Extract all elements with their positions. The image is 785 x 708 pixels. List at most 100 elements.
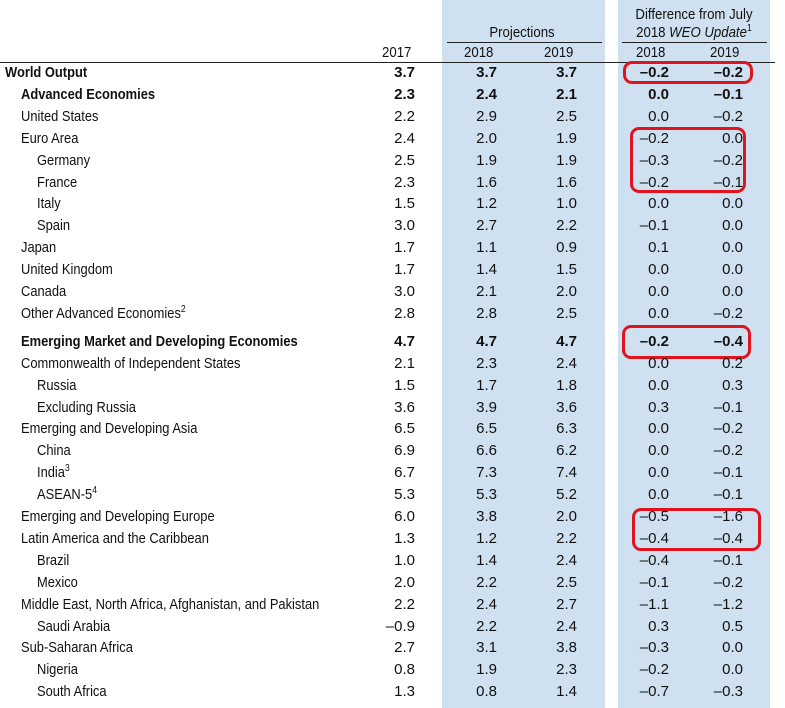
cell-value: –0.2 [713, 420, 743, 438]
row-label-text: Canada [21, 283, 67, 300]
cell-value: 1.2 [476, 195, 497, 213]
update-title: WEO Update [669, 24, 747, 41]
cell-value: 1.7 [476, 376, 497, 394]
cell-value: 0.0 [722, 639, 743, 657]
row-label-text: Mexico [37, 573, 78, 591]
cell-value: 0.0 [648, 304, 669, 322]
cell-value: –0.4 [713, 332, 743, 350]
row-label-text: World Output [5, 64, 88, 81]
cell-value: 2.8 [476, 304, 497, 322]
cell-value: 3.0 [394, 283, 415, 300]
cell-value: –0.3 [639, 639, 669, 657]
cell-value: 0.0 [722, 129, 743, 147]
row-label: Commonwealth of Independent States [21, 354, 240, 374]
cell-value: 6.5 [394, 420, 415, 438]
row-label-text: Russia [37, 376, 77, 394]
row-label: Emerging Market and Developing Economies [21, 332, 298, 352]
cell-value: 2.0 [394, 573, 415, 591]
year-header: 2019 [710, 44, 740, 61]
row-label: Russia [37, 376, 76, 396]
row-label: Middle East, North Africa, Afghanistan, … [21, 595, 319, 615]
cell-value: 6.0 [394, 508, 415, 525]
row-label-text: Emerging and Developing Asia [21, 420, 198, 438]
row-label-text: Latin America and the Caribbean [21, 529, 209, 547]
cell-value: 0.0 [648, 85, 669, 103]
row-label-text: ASEAN-5 [37, 486, 93, 504]
cell-value: –0.2 [713, 107, 743, 125]
cell-value: 0.0 [722, 195, 743, 213]
cell-value: 2.5 [556, 107, 577, 125]
row-label: Emerging and Developing Europe [21, 507, 215, 527]
cell-value: 6.9 [394, 442, 415, 460]
row-label-text: Emerging and Developing Europe [21, 508, 215, 525]
cell-value: 3.8 [476, 508, 497, 525]
cell-value: 2.7 [556, 595, 577, 613]
footnote-marker: 4 [92, 485, 97, 497]
cell-value: 2.4 [556, 354, 577, 372]
update-note: 1 [746, 23, 752, 34]
row-label-text: United States [21, 107, 99, 125]
cell-value: 2.0 [476, 129, 497, 147]
cell-value: –0.4 [639, 529, 669, 547]
row-label: Brazil [37, 551, 69, 571]
cell-value: 2.0 [556, 508, 577, 525]
row-label: Other Advanced Economies2 [21, 304, 186, 324]
cell-value: 0.0 [722, 661, 743, 679]
row-label: Euro Area [21, 129, 78, 149]
cell-value: 1.0 [556, 195, 577, 213]
row-label: United States [21, 107, 98, 127]
cell-value: 1.4 [476, 551, 497, 569]
cell-value: 3.6 [394, 398, 415, 416]
footnote-marker: 3 [64, 463, 70, 475]
row-label: ASEAN-54 [37, 485, 97, 505]
cell-value: 1.0 [394, 551, 415, 569]
year-header: 2018 [464, 44, 494, 61]
row-label-text: Other Advanced Economies [21, 304, 181, 322]
row-label: Saudi Arabia [37, 617, 110, 637]
cell-value: 2.5 [556, 304, 577, 322]
highlight-box [622, 325, 751, 359]
cell-value: 0.2 [722, 354, 743, 372]
cell-value: 2.7 [476, 217, 497, 235]
cell-value: –0.2 [639, 129, 669, 147]
row-label-text: Brazil [37, 551, 70, 569]
cell-value: 2.4 [476, 85, 497, 103]
cell-value: –0.1 [713, 464, 743, 482]
cell-value: 0.0 [648, 283, 669, 300]
cell-value: 0.8 [394, 661, 415, 679]
cell-value: 0.0 [722, 217, 743, 235]
highlight-box [630, 127, 746, 193]
cell-value: 2.3 [476, 354, 497, 372]
cell-value: –0.9 [385, 617, 415, 635]
cell-value: 3.1 [476, 639, 497, 657]
highlight-box [632, 508, 761, 551]
cell-value: 3.7 [394, 64, 415, 81]
cell-value: 2.2 [556, 529, 577, 547]
year-header: 2019 [544, 44, 574, 61]
cell-value: 3.9 [476, 398, 497, 416]
cell-value: –0.2 [713, 64, 743, 81]
row-label: South Africa [37, 682, 107, 702]
row-label: Nigeria [37, 660, 78, 680]
cell-value: 2.4 [476, 595, 497, 613]
cell-value: 0.3 [648, 617, 669, 635]
cell-value: 5.3 [476, 486, 497, 504]
footnote-marker: 2 [180, 303, 186, 315]
cell-value: 5.3 [394, 486, 415, 504]
cell-value: –0.1 [713, 398, 743, 416]
cell-value: 6.3 [556, 420, 577, 438]
cell-value: 2.1 [556, 85, 577, 103]
row-label: Germany [37, 151, 90, 171]
cell-value: 1.3 [394, 529, 415, 547]
row-label-text: Middle East, North Africa, Afghanistan, … [21, 595, 320, 613]
cell-value: 1.9 [556, 129, 577, 147]
row-label-text: Nigeria [37, 661, 78, 679]
cell-value: –0.4 [639, 551, 669, 569]
cell-value: –0.1 [639, 217, 669, 235]
cell-value: 3.8 [556, 639, 577, 657]
row-label-text: Commonwealth of Independent States [21, 354, 241, 372]
cell-value: 1.2 [476, 529, 497, 547]
cell-value: 2.3 [556, 661, 577, 679]
update-header: 2018 WEO Update1 [623, 23, 766, 43]
row-label: Canada [21, 282, 66, 302]
